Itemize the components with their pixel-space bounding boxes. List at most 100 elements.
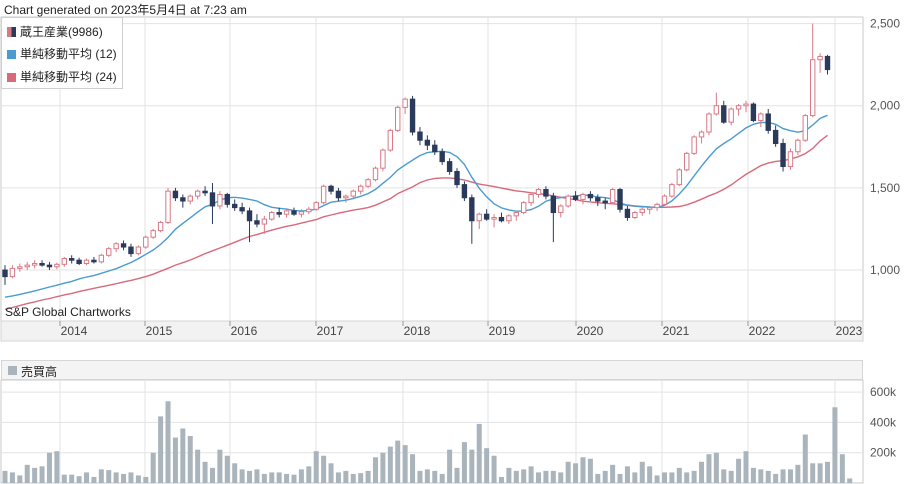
candle-body bbox=[409, 98, 416, 133]
candle bbox=[2, 265, 8, 285]
volume-bar bbox=[165, 401, 171, 483]
candle bbox=[17, 263, 23, 272]
volume-bar bbox=[461, 442, 467, 483]
volume-bar bbox=[32, 467, 38, 483]
volume-bar bbox=[565, 461, 571, 483]
volume-bar bbox=[343, 470, 349, 483]
candle bbox=[639, 207, 645, 216]
candle-body bbox=[83, 259, 90, 264]
candle bbox=[558, 204, 564, 218]
candle bbox=[809, 23, 816, 118]
candle bbox=[772, 125, 779, 147]
volume-bar bbox=[787, 469, 793, 483]
candle-body bbox=[76, 259, 82, 264]
volume-bar bbox=[558, 472, 564, 483]
candle bbox=[61, 256, 67, 267]
volume-bar bbox=[832, 407, 838, 483]
volume-panel: 200k 400k 600k bbox=[0, 379, 897, 484]
volume-bar bbox=[484, 448, 490, 483]
candle bbox=[46, 261, 53, 271]
volume-bar bbox=[676, 467, 682, 483]
candle-body bbox=[602, 200, 608, 204]
candle-body bbox=[202, 190, 208, 194]
legend-item-sma-12[interactable]: 単純移動平均 (12) bbox=[7, 45, 117, 62]
candle bbox=[476, 212, 482, 229]
volume-bar bbox=[699, 461, 705, 483]
volume-bar bbox=[713, 452, 719, 483]
candle bbox=[387, 128, 394, 152]
candle-body bbox=[31, 262, 38, 266]
volume-bar bbox=[825, 461, 831, 483]
volume-bar bbox=[624, 466, 630, 483]
volume-bar bbox=[306, 466, 312, 483]
candle-body bbox=[224, 193, 231, 205]
candle-body bbox=[320, 185, 327, 204]
sma-line bbox=[4, 114, 828, 298]
volume-bar bbox=[150, 452, 156, 483]
candle bbox=[306, 206, 312, 215]
candle-body bbox=[276, 212, 282, 215]
candle-body bbox=[9, 267, 16, 278]
candle bbox=[283, 209, 290, 218]
candle bbox=[424, 135, 431, 151]
volume-bar bbox=[728, 470, 734, 483]
candle bbox=[261, 215, 268, 234]
volume-bar bbox=[602, 470, 608, 483]
candle bbox=[380, 148, 386, 172]
volume-bar bbox=[395, 440, 401, 483]
volume-bar bbox=[513, 470, 519, 483]
candle bbox=[194, 189, 201, 200]
candle-body bbox=[565, 195, 571, 207]
candle-body bbox=[172, 190, 179, 199]
x-tick-label: 2022 bbox=[749, 324, 776, 338]
volume-bar bbox=[172, 437, 178, 483]
volume-bar bbox=[587, 458, 593, 483]
volume-bar bbox=[454, 467, 460, 483]
volume-bar bbox=[580, 457, 586, 483]
volume-bar bbox=[550, 470, 556, 483]
price-tick-label: 2,500 bbox=[870, 17, 900, 31]
candle-body bbox=[824, 55, 831, 71]
candle bbox=[698, 130, 705, 144]
candle-body bbox=[232, 203, 238, 209]
volume-bar bbox=[291, 474, 297, 483]
volume-bar bbox=[669, 472, 675, 483]
candle bbox=[483, 209, 490, 221]
candle bbox=[609, 187, 616, 205]
volume-bar bbox=[617, 473, 623, 483]
candle-body bbox=[39, 262, 45, 266]
volume-bar bbox=[254, 469, 260, 483]
volume-tick-label: 600k bbox=[870, 385, 897, 399]
volume-grid bbox=[1, 380, 863, 483]
candle bbox=[565, 194, 571, 208]
candle bbox=[232, 199, 238, 211]
pink-swatch-icon bbox=[7, 73, 16, 82]
candle bbox=[432, 140, 438, 156]
volume-bar bbox=[410, 454, 416, 483]
candle bbox=[513, 210, 519, 221]
volume-bar bbox=[521, 469, 527, 483]
volume-bar bbox=[847, 478, 853, 483]
candle-body bbox=[669, 184, 675, 197]
candle-body bbox=[128, 246, 134, 255]
candle bbox=[646, 205, 653, 215]
candle-body bbox=[365, 179, 371, 187]
volume-bar bbox=[506, 467, 512, 483]
legend-item-sma-24[interactable]: 単純移動平均 (24) bbox=[7, 68, 117, 85]
volume-bar bbox=[143, 476, 149, 483]
volume-bar bbox=[76, 476, 82, 483]
candle-body bbox=[357, 185, 364, 192]
candle bbox=[269, 210, 275, 221]
legend-label: 単純移動平均 (24) bbox=[20, 70, 117, 84]
volume-bar bbox=[373, 457, 378, 483]
candle bbox=[787, 148, 794, 170]
candle bbox=[713, 92, 720, 116]
volume-bar bbox=[202, 461, 208, 483]
volume-bar bbox=[743, 451, 749, 483]
candle-body bbox=[461, 184, 468, 199]
volume-bar bbox=[121, 473, 127, 483]
volume-bar bbox=[284, 473, 290, 483]
volume-bar bbox=[780, 469, 786, 483]
legend-item-price[interactable]: 蔵王産業(9986) bbox=[7, 23, 103, 40]
candle-body bbox=[809, 59, 816, 117]
